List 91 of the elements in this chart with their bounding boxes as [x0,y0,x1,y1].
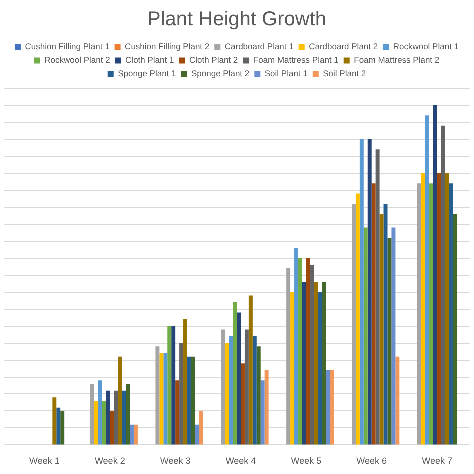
bar [314,282,318,445]
bar [164,353,168,445]
bar [290,292,295,445]
bar [256,346,261,445]
bar [396,356,400,445]
bar [195,424,200,445]
bar [221,330,226,445]
bar [60,411,65,445]
legend-label: Soil Plant 1 [264,68,308,79]
bar [168,326,172,445]
bar [260,380,265,445]
x-tick-label: Week 5 [291,456,322,466]
bar [237,312,241,445]
legend-label: Cloth Plant 2 [189,55,238,66]
bar [172,326,176,445]
bar [318,292,322,445]
x-tick-label: Week 6 [356,456,388,466]
legend-label: Cardboard Plant 2 [309,42,378,52]
bar [376,150,380,445]
bar [229,336,234,445]
bar [392,228,396,445]
bar [449,184,454,445]
bar [453,214,458,445]
bar [417,184,422,445]
bar [368,139,372,445]
bar [322,282,326,445]
bar [98,380,102,445]
legend-label: Foam Mattress Plant 1 [253,55,340,66]
bar [429,184,434,445]
bar [356,194,360,445]
bar [176,380,180,445]
bar [445,173,450,445]
bar [110,411,114,445]
x-tick-label: Week 4 [226,456,256,466]
bar [90,384,94,445]
bar [425,116,430,445]
bar [364,228,368,445]
legend-label: Cushion Filling Plant 2 [125,42,210,52]
bar [310,265,314,445]
bar [191,356,196,445]
bar [244,330,249,445]
bar [433,105,438,445]
bar [118,356,122,445]
x-tick-label: Week 2 [94,456,126,466]
x-tick-label: Week 1 [30,456,60,466]
chart-title: Plant Height Growth [148,8,326,31]
bar [122,390,126,445]
bar [437,173,442,445]
bar [102,401,106,445]
bar [156,346,160,445]
bar [180,343,184,445]
bar [388,238,392,445]
bar [56,408,61,445]
legend-label: Cloth Plant 1 [126,55,174,66]
legend-label: Sponge Plant 1 [118,68,177,79]
bar [199,411,204,445]
bar [225,343,230,445]
bar [294,248,298,445]
bar [372,184,376,445]
bar [130,424,134,445]
bar [352,204,356,445]
bar [264,370,269,445]
bar [380,214,384,445]
legend-label: Rockwool Plant 2 [44,55,111,66]
bar [298,258,302,445]
bar [106,390,110,445]
bar [233,302,238,445]
bar [187,356,192,445]
bar [286,268,291,445]
x-tick-label: Week 7 [422,456,452,466]
legend-label: Sponge Plant 2 [192,68,250,79]
legend-label: Cardboard Plant 1 [224,42,294,52]
legend-label: Soil Plant 2 [323,68,366,79]
bar [326,370,330,445]
bar [126,384,130,445]
legend-label: Foam Mattress Plant 2 [354,55,440,66]
bar [421,173,426,445]
bar [114,390,118,445]
bar [248,296,253,445]
legend-label: Rockwool Plant 1 [393,42,460,52]
bar [241,364,245,445]
x-tick-label: Week 3 [160,456,191,466]
bar [52,398,57,445]
legend-label: Cushion Filling Plant 1 [25,42,110,52]
bar [302,282,306,445]
bar [184,320,188,445]
bar [306,258,310,445]
bar [160,353,164,445]
bar [252,336,257,445]
bar [134,424,138,445]
bar [360,139,364,445]
